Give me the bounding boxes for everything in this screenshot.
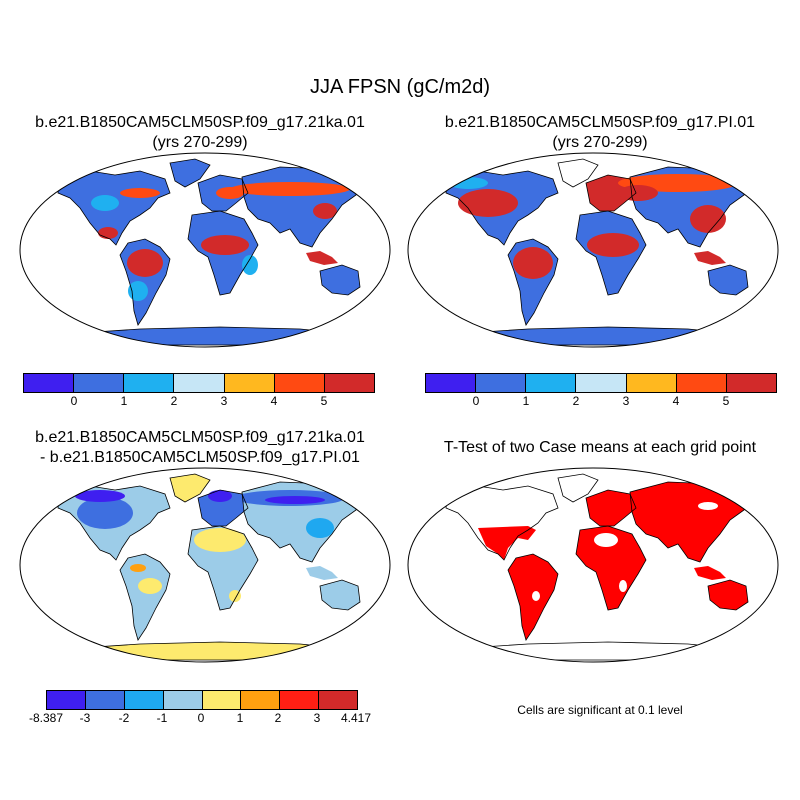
colorbar-pi-label: 5 <box>722 394 730 408</box>
panel-4-title: T-Test of two Case means at each grid po… <box>443 439 757 456</box>
colorbar-diff-label: 4.417 <box>340 711 372 725</box>
colorbar-21ka-swatch <box>174 374 225 392</box>
colorbar-21ka-label: 3 <box>220 394 228 408</box>
colorbar-diff-swatch <box>124 691 164 709</box>
panel-1-title: b.e21.B1850CAM5CLM50SP.f09_g17.21ka.01 (… <box>0 113 400 153</box>
colorbar-diff-label: -8.387 <box>28 711 64 725</box>
colorbar-diff-label: 3 <box>313 711 321 725</box>
colorbar-pi-swatch <box>526 374 577 392</box>
colorbar-21ka-label: 2 <box>170 394 178 408</box>
colorbar-21ka-label: 5 <box>320 394 328 408</box>
colorbar-pi-swatch <box>476 374 527 392</box>
colorbar-pi-label: 0 <box>472 394 480 408</box>
colorbar-21ka-swatch <box>24 374 75 392</box>
colorbar-diff-swatch <box>202 691 242 709</box>
map-pi <box>407 152 779 348</box>
colorbar-21ka-label: 4 <box>270 394 278 408</box>
colorbar-diff-swatch <box>241 691 281 709</box>
map-21ka <box>19 152 391 348</box>
colorbar-pi-swatch <box>676 374 727 392</box>
map-ttest-significance <box>407 467 779 663</box>
colorbar-pi-swatch <box>576 374 627 392</box>
colorbar-diff-swatch <box>319 691 357 709</box>
colorbar-difference <box>46 690 358 710</box>
colorbar-diff-label: 1 <box>236 711 244 725</box>
panel-3-title-line1: b.e21.B1850CAM5CLM50SP.f09_g17.21ka.01 <box>35 429 365 446</box>
colorbar-pi-swatch <box>626 374 677 392</box>
colorbar-diff-label: 2 <box>274 711 282 725</box>
colorbar-pi-label: 4 <box>672 394 680 408</box>
panel-3-title-line2: - b.e21.B1850CAM5CLM50SP.f09_g17.PI.01 <box>40 449 360 466</box>
colorbar-pi-swatch <box>426 374 477 392</box>
colorbar-diff-label: -2 <box>118 711 130 725</box>
colorbar-diff-label: 0 <box>197 711 205 725</box>
colorbar-21ka-label: 0 <box>70 394 78 408</box>
colorbar-pi-swatch <box>726 374 776 392</box>
colorbar-21ka-swatch <box>124 374 175 392</box>
colorbar-pi-label: 1 <box>522 394 530 408</box>
colorbar-21ka-swatch <box>324 374 374 392</box>
map-difference <box>19 467 391 663</box>
colorbar-diff-swatch <box>85 691 125 709</box>
colorbar-21ka-label: 1 <box>120 394 128 408</box>
colorbar-21ka-swatch <box>274 374 325 392</box>
colorbar-diff-swatch <box>280 691 320 709</box>
main-title: JJA FPSN (gC/m2d) <box>309 76 491 98</box>
panel-3-title: b.e21.B1850CAM5CLM50SP.f09_g17.21ka.01 -… <box>0 428 400 468</box>
colorbar-pi-label: 2 <box>572 394 580 408</box>
colorbar-diff-label: -1 <box>156 711 168 725</box>
panel-1-title-line1: b.e21.B1850CAM5CLM50SP.f09_g17.21ka.01 <box>35 114 365 131</box>
colorbar-pi <box>425 373 777 393</box>
colorbar-21ka <box>23 373 375 393</box>
colorbar-21ka-swatch <box>224 374 275 392</box>
colorbar-diff-label: -3 <box>79 711 91 725</box>
panel-2-title-line2: (yrs 270-299) <box>552 134 648 151</box>
colorbar-diff-swatch <box>163 691 203 709</box>
panel-2-title: b.e21.B1850CAM5CLM50SP.f09_g17.PI.01 (yr… <box>400 113 800 153</box>
colorbar-21ka-swatch <box>74 374 125 392</box>
panel-1-title-line2: (yrs 270-299) <box>152 134 248 151</box>
colorbar-diff-swatch <box>47 691 86 709</box>
colorbar-pi-label: 3 <box>622 394 630 408</box>
significance-note: Cells are significant at 0.1 level <box>517 703 683 717</box>
panel-2-title-line1: b.e21.B1850CAM5CLM50SP.f09_g17.PI.01 <box>444 114 756 131</box>
